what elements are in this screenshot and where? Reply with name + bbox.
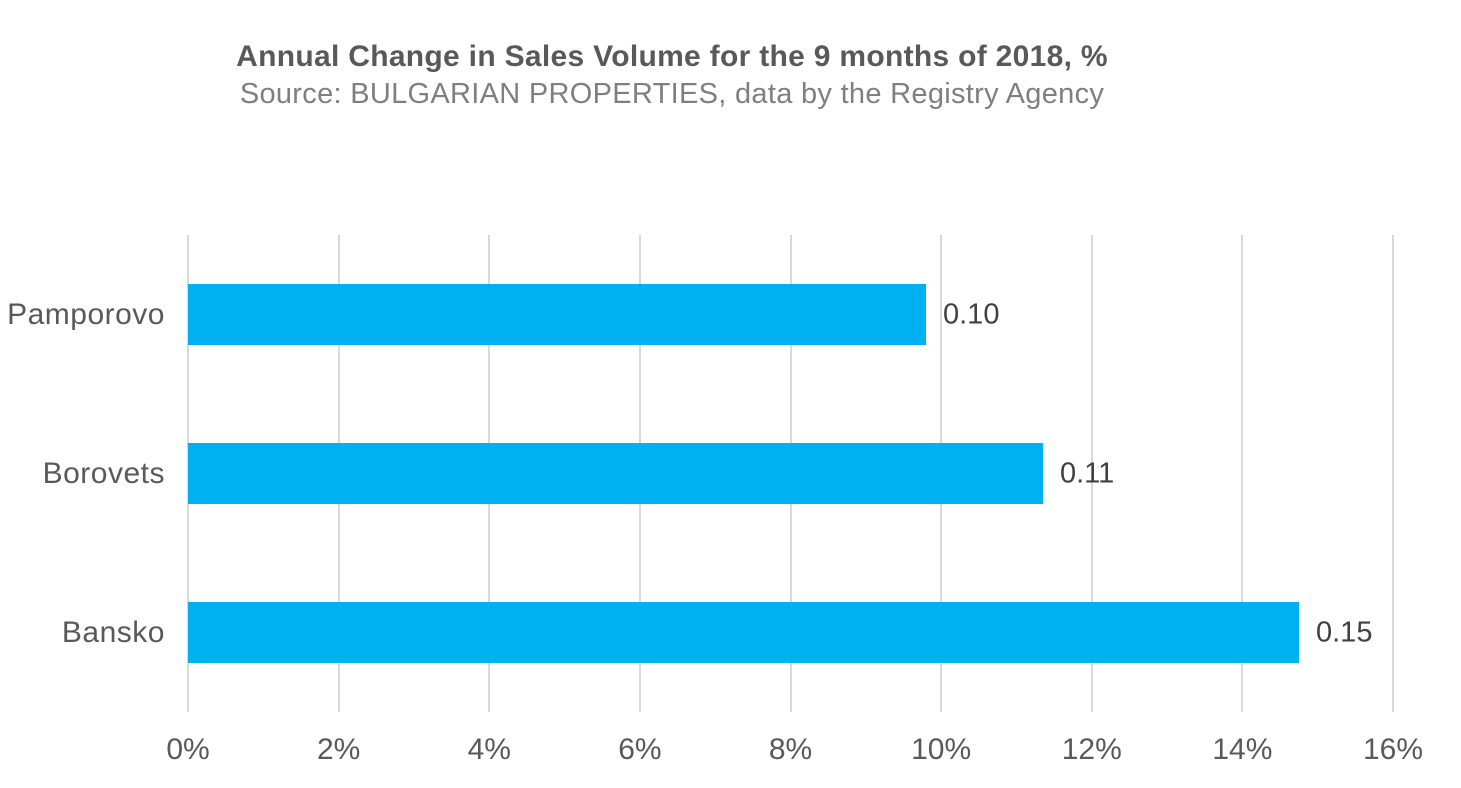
plot-area: 0.10 0.11 0.15 — [187, 235, 1394, 712]
chart-subtitle: Source: BULGARIAN PROPERTIES, data by th… — [239, 78, 1105, 110]
x-tick-label: 6% — [618, 733, 662, 766]
gridline — [1241, 235, 1244, 712]
value-label-borovets: 0.11 — [1060, 457, 1115, 489]
gridline — [1392, 235, 1394, 712]
x-tick-label: 2% — [316, 733, 361, 766]
chart-header: Annual Change in Sales Volume for the 9 … — [236, 38, 1108, 112]
category-label-pamporovo: Pamporovo — [7, 297, 165, 331]
bar-bansko — [188, 602, 1299, 663]
category-label-bansko: Bansko — [61, 615, 165, 649]
x-tick-label: 0% — [166, 733, 210, 766]
x-tick-label: 8% — [768, 733, 813, 766]
bar-borovets — [188, 443, 1043, 504]
category-label-borovets: Borovets — [42, 456, 165, 490]
x-tick-label: 16% — [1362, 733, 1424, 766]
x-tick-label: 14% — [1212, 733, 1273, 766]
x-tick-label: 4% — [467, 733, 511, 766]
value-label-pamporovo: 0.10 — [943, 298, 1000, 330]
x-tick-label: 12% — [1061, 733, 1122, 766]
bar-pamporovo — [188, 284, 926, 345]
value-label-bansko: 0.15 — [1316, 616, 1373, 648]
gridline — [1090, 235, 1093, 712]
chart-title: Annual Change in Sales Volume for the 9 … — [236, 40, 1108, 73]
x-tick-label: 10% — [911, 733, 972, 766]
